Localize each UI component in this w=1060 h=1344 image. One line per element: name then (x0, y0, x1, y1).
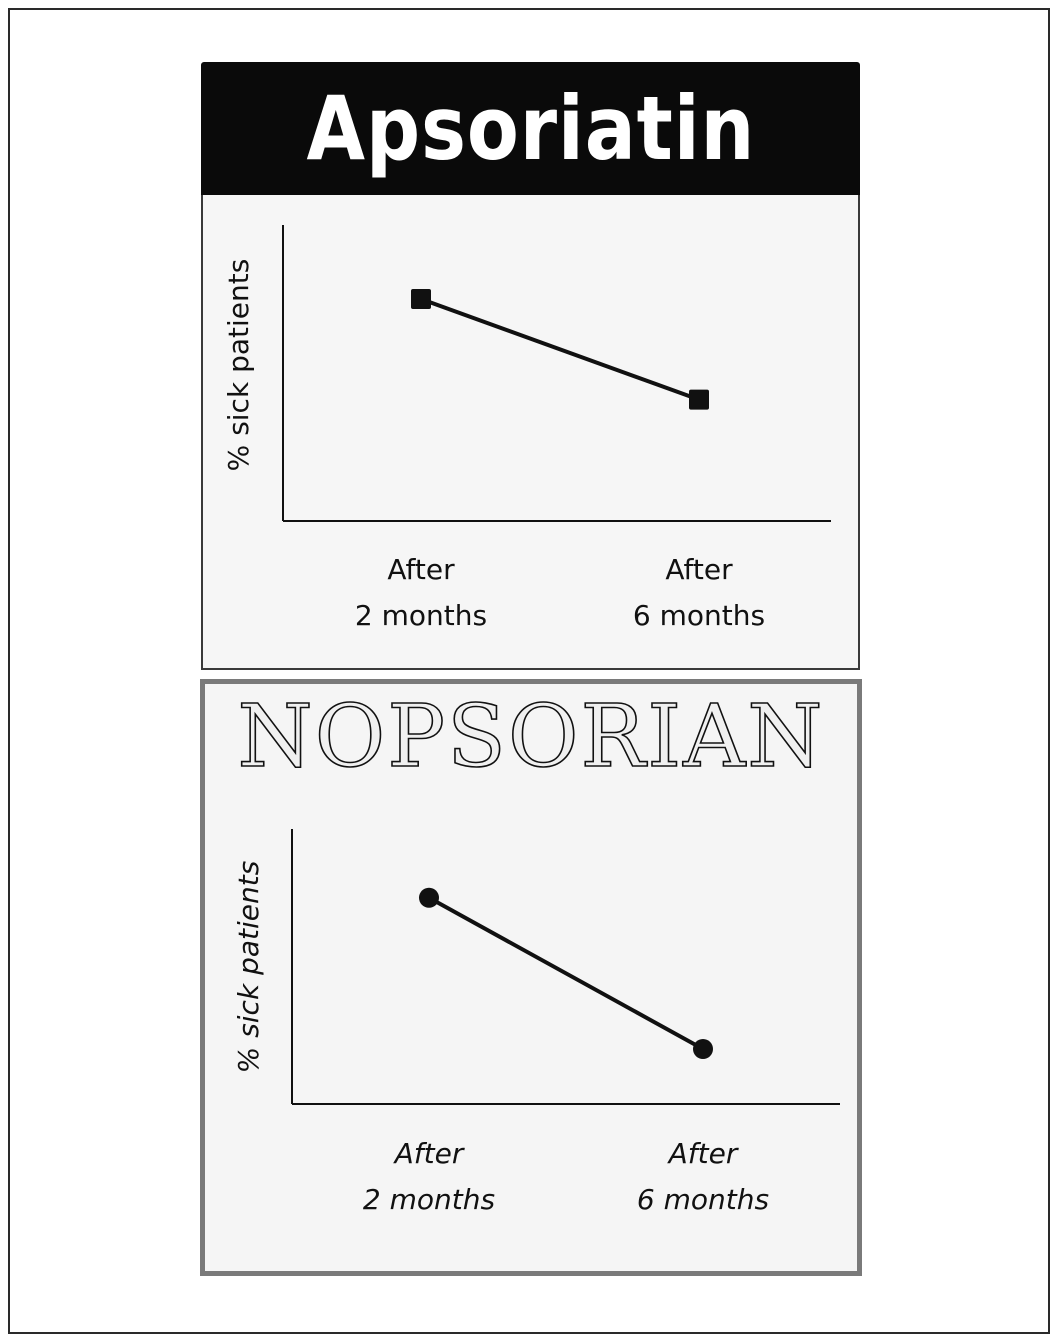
nopsorian-plot: % sick patients After 2 months After 6 mont… (232, 829, 840, 1216)
apsoriatin-chart-panel: Apsoriatin % sick patients After 2 months… (201, 62, 860, 670)
apsoriatin-series (411, 289, 709, 410)
x-tick-label-1-line-2: 2 months (355, 599, 487, 632)
y-axis-label: % sick patients (232, 861, 265, 1074)
apsoriatin-plot-box: % sick patients After 2 months After 6 mont… (201, 195, 860, 670)
x-tick-label-2-line-2: 6 months (637, 1183, 769, 1216)
data-point-2 (693, 1039, 713, 1059)
nopsorian-x-ticks: After 2 months After 6 months (363, 1137, 769, 1216)
y-axis-label: % sick patients (222, 259, 255, 472)
data-point-2 (689, 389, 709, 410)
x-tick-label-1-line-1: After (387, 553, 455, 586)
nopsorian-series (419, 887, 713, 1059)
apsoriatin-plot: % sick patients After 2 months After 6 mont… (222, 225, 831, 632)
apsoriatin-x-ticks: After 2 months After 6 months (355, 553, 765, 632)
nopsorian-title: NOPSORIAN (237, 687, 825, 787)
data-point-1 (411, 289, 431, 309)
x-tick-label-2-line-1: After (667, 1137, 739, 1170)
data-point-1 (419, 887, 439, 908)
series-line (420, 297, 700, 402)
apsoriatin-title: Apsoriatin (306, 76, 755, 180)
x-tick-label-2-line-2: 6 months (633, 599, 765, 632)
nopsorian-chart-panel: NOPSORIAN % sick patients After 2 months A… (200, 679, 862, 1276)
apsoriatin-title-bar: Apsoriatin (201, 62, 860, 195)
x-tick-label-1-line-1: After (393, 1137, 465, 1170)
x-tick-label-2-line-1: After (665, 553, 733, 586)
x-tick-label-1-line-2: 2 months (363, 1183, 495, 1216)
series-line (428, 895, 704, 1051)
